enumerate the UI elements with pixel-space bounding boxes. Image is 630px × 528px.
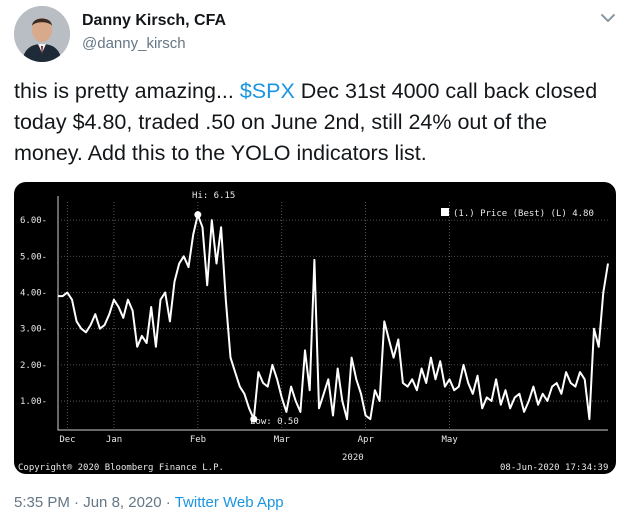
low-label: Low: 0.50 (250, 417, 299, 427)
chart-axes (57, 196, 608, 431)
legend-swatch (441, 208, 449, 216)
avatar[interactable] (14, 6, 70, 62)
chart-image[interactable]: 1.00- 2.00- 3.00- 4.00- 5.00- 6.00- Dec Jan Feb… (14, 182, 616, 474)
chart-legend: (1.) Price (Best) (L) 4.80 (453, 209, 594, 219)
timestamp-label: 08-Jun-2020 17:34:39 (500, 463, 608, 473)
cashtag-link[interactable]: $SPX (239, 79, 295, 103)
price-chart: 1.00- 2.00- 3.00- 4.00- 5.00- 6.00- Dec Jan Feb… (18, 191, 609, 473)
series-line-price (58, 213, 609, 421)
footer-separator-1: · (74, 494, 80, 511)
x-tick-label: Feb (190, 435, 206, 445)
x-tick-label: Jan (106, 435, 122, 445)
author-handle[interactable]: @danny_kirsch (82, 35, 186, 52)
y-tick-label: 1.00- (20, 397, 47, 407)
y-tick-label: 4.00- (20, 288, 47, 298)
year-label: 2020 (342, 453, 364, 463)
copyright-label: Copyright® 2020 Bloomberg Finance L.P. (18, 463, 224, 473)
x-tick-label: Dec (59, 435, 75, 445)
tweet-text-after: Dec 31st 4000 call back closed today $4.… (14, 79, 598, 165)
low-marker (250, 415, 258, 423)
y-tick-label: 2.00- (20, 361, 47, 371)
high-label: Hi: 6.15 (192, 191, 235, 201)
tweet-footer: 5:35 PM · Jun 8, 2020 · Twitter Web App (14, 494, 284, 511)
tweet-text-before: this is pretty amazing... (14, 79, 240, 103)
x-tick-label: Mar (274, 435, 291, 445)
y-tick-label: 5.00- (20, 252, 47, 262)
author-name[interactable]: Danny Kirsch, CFA (82, 12, 227, 29)
chevron-down-icon[interactable] (598, 8, 618, 28)
source-app-link[interactable]: Twitter Web App (174, 494, 284, 511)
x-tick-label: May (442, 435, 459, 445)
y-tick-label: 3.00- (20, 325, 47, 335)
y-tick-label: 6.00- (20, 216, 47, 226)
avatar-image (14, 6, 70, 62)
tweet-time[interactable]: 5:35 PM (14, 494, 70, 511)
tweet-text: this is pretty amazing... $SPX Dec 31st … (14, 76, 614, 169)
footer-separator-2: · (165, 494, 171, 511)
x-tick-label: Apr (358, 435, 375, 445)
high-marker (194, 211, 202, 219)
tweet-date[interactable]: Jun 8, 2020 (83, 494, 162, 511)
